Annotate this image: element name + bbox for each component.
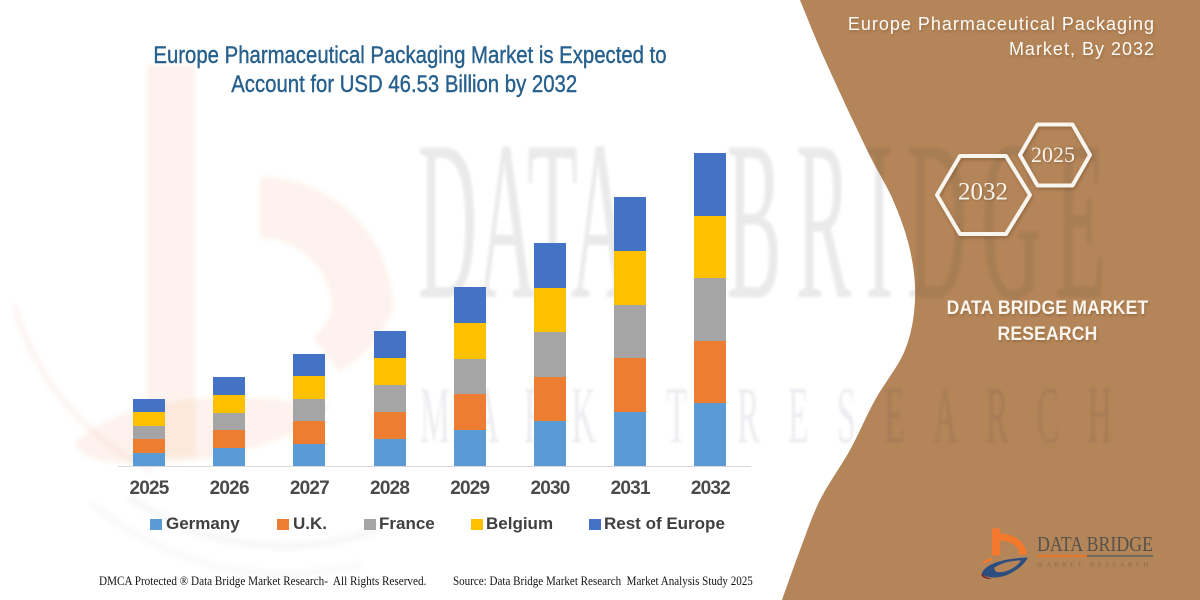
svg-text:BRIDGE: BRIDGE bbox=[727, 95, 1120, 348]
svg-text:DATA: DATA bbox=[418, 95, 630, 348]
svg-text:2025: 2025 bbox=[1031, 142, 1075, 167]
svg-text:DATA BRIDGE: DATA BRIDGE bbox=[1037, 532, 1153, 556]
svg-text:RESEARCH: RESEARCH bbox=[737, 372, 1140, 461]
svg-text:MARKET RESEARCH: MARKET RESEARCH bbox=[1037, 562, 1151, 569]
svg-text:2032: 2032 bbox=[958, 179, 1008, 206]
